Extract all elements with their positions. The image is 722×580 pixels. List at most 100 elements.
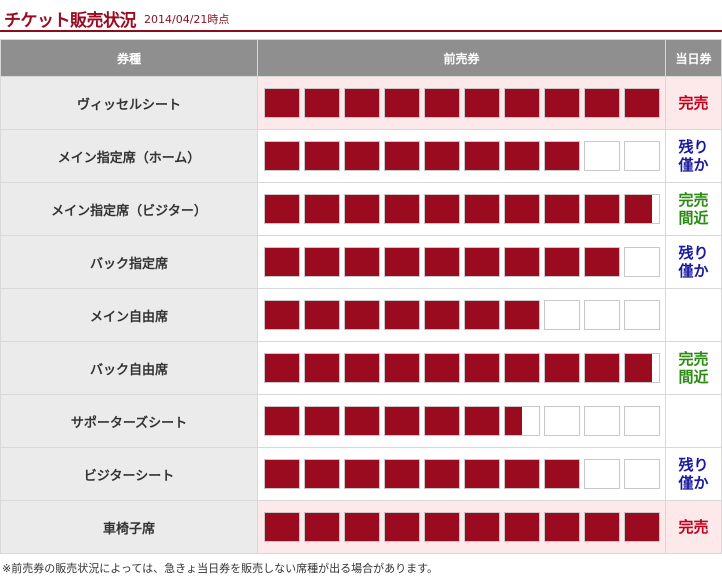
progress-segment: [544, 194, 580, 224]
status-badge: 残り僅か: [678, 244, 709, 280]
table-row: メイン指定席（ホーム） 残り僅か: [0, 129, 722, 183]
progress-segment: [304, 194, 340, 224]
progress-segment: [464, 88, 500, 118]
as-of-date: 2014/04/21時点: [144, 13, 230, 26]
progress-segment: [584, 512, 620, 542]
progress-segment: [264, 353, 300, 383]
progress-segment: [544, 353, 580, 383]
progress-segment: [544, 300, 580, 330]
progress-segment: [264, 247, 300, 277]
ticket-type: ビジターシート: [0, 447, 258, 501]
progress-segment: [584, 459, 620, 489]
progress-segment: [544, 459, 580, 489]
advance-progress: [257, 182, 666, 236]
table-row: バック自由席 完売間近: [0, 341, 722, 395]
progress-segment: [304, 406, 340, 436]
progress-segment: [504, 300, 540, 330]
day-ticket-status: 残り僅か: [665, 447, 722, 501]
advance-progress: [257, 394, 666, 448]
table-row: ヴィッセルシート 完売: [0, 76, 722, 130]
progress-segment: [544, 406, 580, 436]
progress-segment: [264, 459, 300, 489]
day-ticket-status: [665, 288, 722, 342]
progress-segment: [464, 300, 500, 330]
progress-segment: [264, 194, 300, 224]
progress-segment: [624, 194, 660, 224]
table-row: メイン指定席（ビジター） 完売間近: [0, 182, 722, 236]
status-badge: 完売間近: [678, 350, 709, 386]
progress-segment: [384, 300, 420, 330]
progress-segment: [424, 247, 460, 277]
progress-segment: [304, 512, 340, 542]
progress-segment: [504, 194, 540, 224]
progress-segment: [424, 300, 460, 330]
ticket-type: ヴィッセルシート: [0, 76, 258, 130]
progress-segment: [384, 141, 420, 171]
day-ticket-status: 完売間近: [665, 341, 722, 395]
progress-segment: [624, 406, 660, 436]
progress-segment: [544, 512, 580, 542]
progress-segment: [624, 247, 660, 277]
progress-segment: [264, 512, 300, 542]
progress-segment: [584, 353, 620, 383]
progress-segment: [504, 141, 540, 171]
progress-segment: [384, 353, 420, 383]
progress-segment: [304, 459, 340, 489]
progress-segment: [264, 88, 300, 118]
status-badge: 残り僅か: [678, 456, 709, 492]
advance-progress: [257, 288, 666, 342]
ticket-type: バック自由席: [0, 341, 258, 395]
progress-segment: [504, 247, 540, 277]
col-header-day: 当日券: [665, 39, 722, 77]
day-ticket-status: 完売間近: [665, 182, 722, 236]
progress-segment: [624, 88, 660, 118]
status-badge: 残り僅か: [678, 138, 709, 174]
day-ticket-status: 完売: [665, 76, 722, 130]
progress-segment: [304, 141, 340, 171]
progress-segment: [624, 300, 660, 330]
progress-segment: [264, 406, 300, 436]
progress-segment: [384, 512, 420, 542]
progress-segment: [344, 141, 380, 171]
progress-segment: [504, 459, 540, 489]
advance-progress: [257, 76, 666, 130]
progress-segment: [624, 353, 660, 383]
progress-segment: [624, 141, 660, 171]
title-bar: チケット販売状況 2014/04/21時点: [0, 0, 722, 32]
progress-segment: [584, 247, 620, 277]
ticket-type: メイン指定席（ホーム）: [0, 129, 258, 183]
progress-segment: [344, 353, 380, 383]
progress-segment: [384, 194, 420, 224]
progress-segment: [384, 247, 420, 277]
day-ticket-status: 残り僅か: [665, 235, 722, 289]
ticket-type: 車椅子席: [0, 500, 258, 554]
ticket-type: メイン自由席: [0, 288, 258, 342]
progress-segment: [504, 88, 540, 118]
progress-segment: [344, 406, 380, 436]
progress-segment: [424, 406, 460, 436]
progress-segment: [344, 459, 380, 489]
progress-segment: [384, 406, 420, 436]
advance-progress: [257, 500, 666, 554]
progress-segment: [504, 406, 540, 436]
progress-segment: [464, 406, 500, 436]
progress-segment: [384, 88, 420, 118]
day-ticket-status: [665, 394, 722, 448]
progress-segment: [424, 194, 460, 224]
ticket-type: バック指定席: [0, 235, 258, 289]
progress-segment: [344, 247, 380, 277]
day-ticket-status: 完売: [665, 500, 722, 554]
progress-segment: [424, 459, 460, 489]
progress-segment: [304, 88, 340, 118]
progress-segment: [424, 141, 460, 171]
status-badge: 完売: [678, 94, 709, 112]
advance-progress: [257, 447, 666, 501]
progress-segment: [584, 141, 620, 171]
progress-segment: [584, 194, 620, 224]
page-title: チケット販売状況: [4, 11, 137, 31]
advance-progress: [257, 341, 666, 395]
progress-segment: [264, 300, 300, 330]
table-row: ビジターシート 残り僅か: [0, 447, 722, 501]
col-header-advance: 前売券: [257, 39, 666, 77]
advance-progress: [257, 235, 666, 289]
